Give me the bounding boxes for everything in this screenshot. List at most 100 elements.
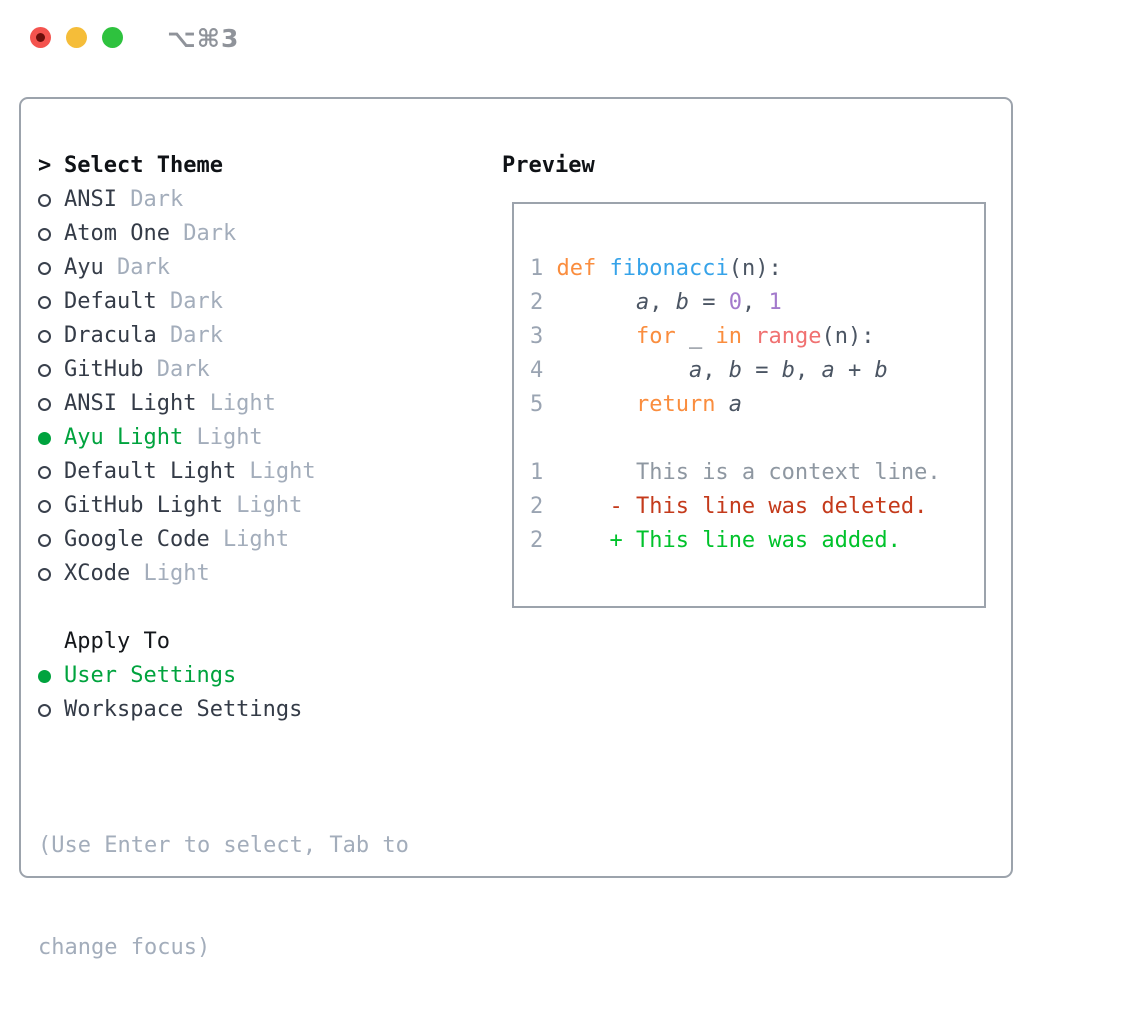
radio-unselected-icon — [38, 261, 51, 275]
radio-icon — [38, 363, 64, 377]
code-segment: b — [874, 358, 888, 383]
theme-list-title: Select Theme — [64, 153, 223, 178]
line-number: 5 — [530, 392, 544, 417]
radio-unselected-icon — [38, 465, 51, 479]
radio-unselected-icon — [38, 397, 51, 411]
line-number: 4 — [530, 358, 544, 383]
code-line: 2 a, b = 0, 1 — [530, 286, 984, 320]
radio-icon — [38, 397, 64, 411]
apply-option-workspace-settings[interactable]: Workspace Settings — [38, 693, 302, 727]
preview-header: Preview — [502, 153, 595, 178]
code-segment: - This line was deleted. — [609, 494, 928, 519]
radio-unselected-icon — [38, 329, 51, 343]
theme-option-atom-one[interactable]: Atom One Dark — [38, 217, 316, 251]
theme-variant-label: Dark — [183, 221, 237, 246]
line-number: 2 — [530, 290, 544, 315]
theme-variant-label: Dark — [169, 323, 223, 348]
theme-option-label: ANSI — [64, 187, 117, 212]
close-button[interactable] — [30, 27, 51, 48]
radio-selected-icon — [38, 669, 51, 683]
code-segment: a — [635, 290, 650, 315]
code-segment — [543, 358, 689, 383]
code-segment: , — [702, 358, 729, 383]
code-segment: range — [755, 324, 822, 349]
apply-option-label: User Settings — [64, 663, 237, 688]
code-segment — [543, 290, 636, 315]
code-segment: return — [635, 392, 716, 417]
code-segment: b — [675, 290, 689, 315]
theme-option-dracula[interactable]: Dracula Dark — [38, 319, 316, 353]
code-diff-gap — [530, 422, 984, 456]
help-line-1: (Use Enter to select, Tab to — [38, 833, 409, 858]
code-segment — [543, 392, 636, 417]
code-segment: fibonacci — [609, 256, 729, 281]
minimize-button[interactable] — [66, 27, 87, 48]
apply-option-user-settings[interactable]: User Settings — [38, 659, 302, 693]
theme-option-google-code[interactable]: Google Code Light — [38, 523, 316, 557]
radio-unselected-icon — [38, 533, 51, 547]
code-segment: (n): — [728, 256, 782, 281]
code-segment: 1 — [768, 290, 782, 315]
code-segment: , — [794, 358, 822, 383]
radio-icon — [38, 703, 64, 717]
theme-option-ansi[interactable]: ANSI Dark — [38, 183, 316, 217]
radio-unselected-icon — [38, 227, 51, 241]
code-segment — [543, 324, 636, 349]
code-segment: a — [821, 358, 835, 383]
code-segment: in — [715, 324, 742, 349]
theme-variant-label: Dark — [156, 357, 210, 382]
radio-icon — [38, 533, 64, 547]
theme-option-github[interactable]: GitHub Dark — [38, 353, 316, 387]
theme-option-github-light[interactable]: GitHub Light Light — [38, 489, 316, 523]
cursor-marker: > — [38, 149, 64, 183]
theme-option-ayu[interactable]: Ayu Dark — [38, 251, 316, 285]
radio-icon — [38, 295, 64, 309]
code-segment — [543, 256, 556, 281]
diff-line: 2 + This line was added. — [530, 524, 984, 558]
radio-icon — [38, 465, 64, 479]
theme-option-default[interactable]: Default Dark — [38, 285, 316, 319]
theme-option-ayu-light[interactable]: Ayu Light Light — [38, 421, 316, 455]
code-segment: This is a context line. — [543, 460, 941, 485]
theme-option-label: Ayu Light — [64, 425, 184, 450]
theme-variant-label: Light — [209, 391, 276, 416]
theme-option-label: Default — [64, 289, 157, 314]
theme-option-label: Atom One — [64, 221, 170, 246]
code-segment: , — [741, 290, 769, 315]
theme-option-ansi-light[interactable]: ANSI Light Light — [38, 387, 316, 421]
code-line: 5 return a — [530, 388, 984, 422]
diff-line: 1 This is a context line. — [530, 456, 984, 490]
code-segment — [596, 256, 609, 281]
radio-icon — [38, 329, 64, 343]
code-segment — [715, 392, 728, 417]
radio-unselected-icon — [38, 193, 51, 207]
line-number: 2 — [530, 494, 544, 519]
theme-option-default-light[interactable]: Default Light Light — [38, 455, 316, 489]
theme-option-xcode[interactable]: XCode Light — [38, 557, 316, 591]
cursor-arrow-icon: > — [38, 153, 52, 178]
code-segment: for — [635, 324, 676, 349]
line-number: 3 — [530, 324, 544, 349]
theme-variant-label: Dark — [130, 187, 184, 212]
code-segment: _ — [675, 324, 716, 349]
code-line: 1 def fibonacci(n): — [530, 252, 984, 286]
code-segment: = — [688, 290, 729, 315]
code-segment — [543, 494, 609, 519]
theme-option-label: Default Light — [64, 459, 237, 484]
theme-list: > Select Theme ANSI Dark Atom One Dark Ayu Dark… — [38, 149, 316, 591]
help-text: (Use Enter to select, Tab to change focu… — [38, 761, 409, 1033]
code-line: 4 a, b = b, a + b — [530, 354, 984, 388]
apply-option-label: Workspace Settings — [64, 697, 303, 722]
theme-variant-label: Light — [236, 493, 303, 518]
titlebar: ⌥⌘3 — [0, 0, 1140, 97]
line-number: 1 — [530, 460, 544, 485]
theme-variant-label: Light — [249, 459, 316, 484]
radio-icon — [38, 567, 64, 581]
diff-line: 2 - This line was deleted. — [530, 490, 984, 524]
radio-icon — [38, 669, 64, 683]
code-segment: (n): — [821, 324, 875, 349]
code-segment — [742, 324, 755, 349]
maximize-button[interactable] — [102, 27, 123, 48]
theme-option-label: GitHub Light — [64, 493, 223, 518]
